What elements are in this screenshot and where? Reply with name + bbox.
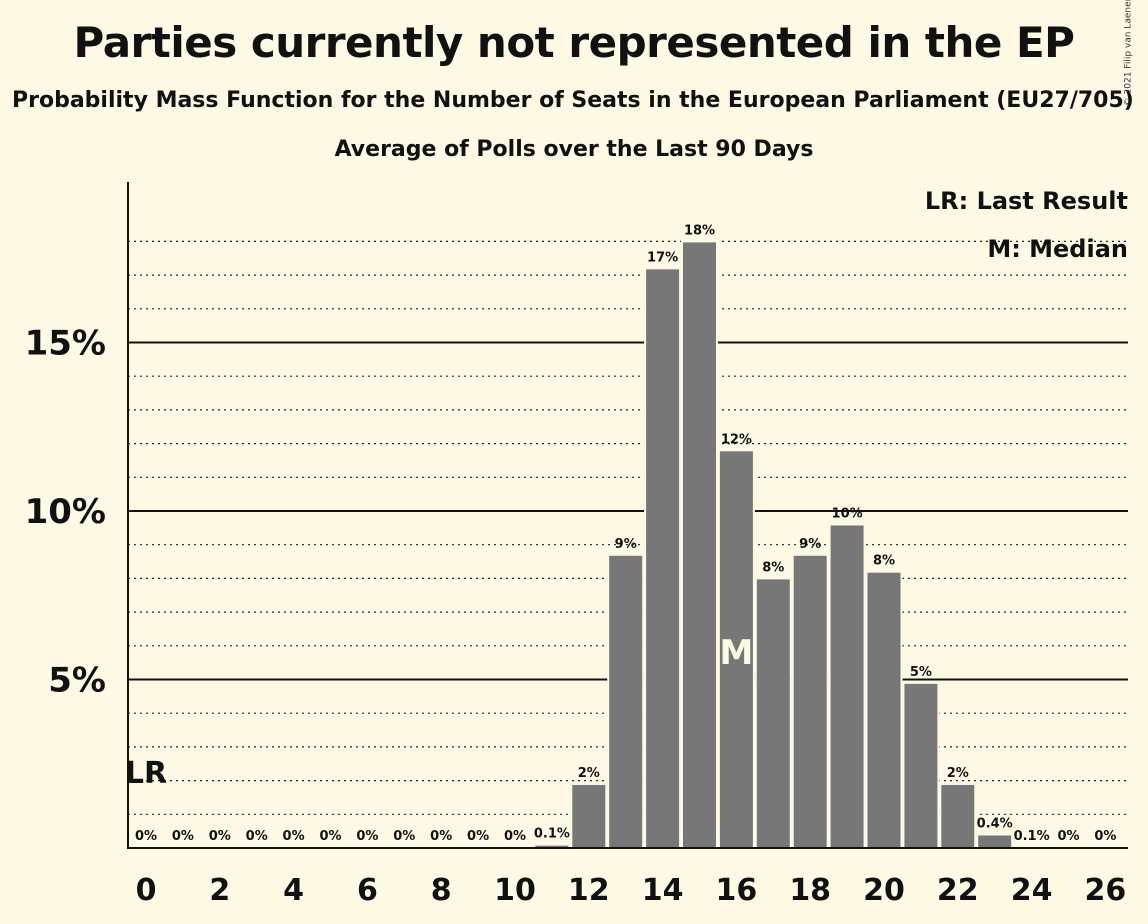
bar-value-label: 12% [721,432,752,447]
bar-value-label: 0% [430,829,452,844]
bar-value-label: 0% [467,829,489,844]
bar-value-label: 0.1% [534,827,570,842]
last-result-marker: LR [125,756,167,791]
bar-value-label: 0% [319,829,341,844]
bar-value-label: 9% [799,537,821,552]
bar [608,555,643,848]
y-tick-label: 15% [25,324,106,364]
bar [830,524,865,848]
y-tick-label: 5% [48,661,106,701]
x-tick-label: 18 [789,873,831,908]
bar-value-label: 9% [615,537,637,552]
bar-value-label: 5% [910,665,932,680]
x-tick-label: 22 [937,873,979,908]
x-tick-label: 8 [431,873,452,908]
bar [977,835,1012,848]
bar [903,683,938,848]
bar-value-label: 0% [1057,829,1079,844]
bar-value-label: 8% [762,560,784,575]
x-tick-label: 10 [494,873,536,908]
bar [793,555,828,848]
bar-value-label: 0.4% [977,817,1013,832]
y-tick-label: 10% [25,492,106,532]
bar-value-label: 2% [947,766,969,781]
bar-value-label: 2% [578,766,600,781]
bar-value-label: 18% [684,223,715,238]
bar [645,268,680,848]
x-tick-label: 16 [716,873,758,908]
bar [571,784,606,848]
x-tick-label: 4 [283,873,304,908]
bar [756,578,791,848]
x-tick-label: 2 [209,873,230,908]
bar [867,572,902,848]
bar-value-label: 0% [504,829,526,844]
bar-value-label: 17% [647,250,678,265]
bars [534,241,1049,848]
bar [682,241,717,848]
bar-value-label: 10% [832,506,863,521]
x-tick-label: 14 [642,873,684,908]
bar-value-label: 0% [393,829,415,844]
bar-value-label: 0% [135,829,157,844]
bar-value-label: 0% [172,829,194,844]
x-tick-label: 0 [136,873,157,908]
x-tick-label: 20 [863,873,905,908]
x-tick-label: 12 [568,873,610,908]
bar-value-label: 0.1% [1014,829,1050,844]
x-tick-label: 6 [357,873,378,908]
bar-value-label: 0% [209,829,231,844]
bar-value-label: 8% [873,554,895,569]
bar-value-label: 0% [356,829,378,844]
median-marker: M [719,633,753,673]
bar [940,784,975,848]
bar-value-label: 0% [283,829,305,844]
x-tick-label: 24 [1011,873,1053,908]
legend-median: M: Median [987,235,1128,263]
x-tick-label: 26 [1085,873,1127,908]
legend-last-result: LR: Last Result [925,187,1128,215]
bar-value-label: 0% [1094,829,1116,844]
bar-value-label: 0% [246,829,268,844]
